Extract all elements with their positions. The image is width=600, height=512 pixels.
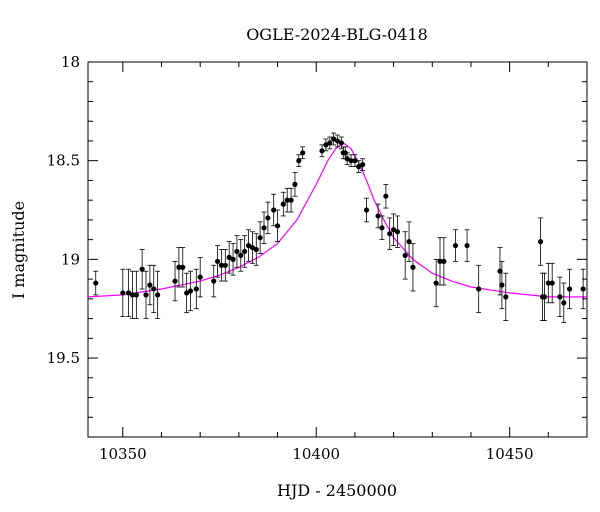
data-point	[379, 225, 385, 231]
data-point	[319, 148, 325, 154]
data-point	[334, 138, 341, 144]
y-tick-label: 19.5	[47, 349, 80, 367]
data-point	[288, 197, 294, 203]
data-point	[356, 164, 362, 170]
data-point	[441, 258, 447, 264]
x-tick-label: 10400	[292, 445, 340, 463]
data-point	[323, 142, 329, 148]
data-point	[402, 252, 408, 259]
data-point	[549, 280, 555, 286]
model-fit-curve	[87, 142, 587, 298]
data-point	[352, 158, 358, 164]
data-point	[437, 258, 443, 264]
data-point	[93, 280, 99, 286]
data-point	[348, 158, 354, 164]
data-point	[300, 150, 306, 156]
data-point	[245, 242, 252, 249]
data-point	[230, 256, 236, 262]
data-point	[499, 282, 505, 288]
data-point	[172, 278, 178, 284]
data-point	[452, 242, 459, 249]
data-point	[476, 286, 482, 292]
data-point	[360, 162, 366, 168]
plot-frame	[87, 61, 588, 438]
data-point	[133, 292, 139, 298]
y-tick-label: 18	[61, 53, 80, 71]
plot-area: 10350 10400 10450 18 18.5 19 19.5	[47, 53, 588, 463]
data-point	[155, 292, 161, 298]
y-tick-label: 19	[61, 250, 80, 268]
x-tick-label: 10350	[99, 445, 147, 463]
data-point	[375, 213, 381, 219]
data-point	[197, 274, 203, 280]
data-point	[561, 300, 567, 306]
data-point	[363, 207, 370, 213]
data-point	[344, 156, 350, 162]
y-axis-label: I magnitude	[9, 201, 28, 299]
data-point	[222, 262, 228, 268]
data-point	[327, 140, 333, 146]
data-point	[580, 286, 586, 292]
x-tick-label: 10450	[486, 445, 534, 463]
data-point	[537, 239, 544, 245]
data-point	[184, 290, 190, 296]
data-point	[331, 136, 337, 142]
data-point	[257, 235, 263, 241]
data-point	[566, 286, 573, 292]
data-point	[218, 262, 225, 268]
y-tick-label: 18.5	[47, 152, 80, 170]
data-point	[410, 264, 416, 270]
data-point	[497, 268, 503, 274]
data-point	[147, 282, 153, 288]
data-point	[338, 140, 344, 146]
data-point	[187, 288, 194, 294]
data-point	[271, 207, 277, 213]
data-point	[143, 292, 149, 298]
data-point	[390, 227, 397, 233]
data-point	[249, 244, 255, 251]
data-point	[541, 294, 548, 300]
data-point	[139, 266, 145, 272]
data-point	[151, 286, 157, 292]
data-point	[129, 292, 136, 298]
data-point	[433, 280, 439, 286]
data-point	[383, 193, 389, 199]
data-point	[180, 264, 186, 270]
chart-title: OGLE-2024-BLG-0418	[246, 25, 428, 44]
data-point	[557, 294, 563, 300]
data-point	[292, 181, 298, 187]
data-point	[284, 197, 290, 203]
data-point	[214, 258, 221, 264]
data-point	[394, 229, 401, 235]
data-point	[503, 294, 509, 300]
data-point	[242, 248, 248, 255]
data-point	[261, 225, 267, 231]
data-point	[464, 242, 470, 249]
data-point	[406, 239, 412, 245]
data-point	[176, 264, 182, 270]
data-point	[234, 248, 240, 255]
data-point	[238, 252, 244, 259]
data-point	[126, 290, 132, 296]
data-point	[120, 290, 126, 296]
data-point	[265, 215, 271, 221]
data-point	[280, 201, 286, 207]
data-point	[211, 278, 217, 284]
x-axis-label: HJD - 2450000	[277, 481, 397, 500]
data-point	[296, 158, 302, 164]
data-point	[253, 246, 259, 253]
data-point	[387, 231, 393, 237]
data-point	[274, 223, 281, 229]
data-point	[226, 254, 232, 260]
data-point	[545, 280, 551, 286]
data-point	[193, 286, 199, 292]
